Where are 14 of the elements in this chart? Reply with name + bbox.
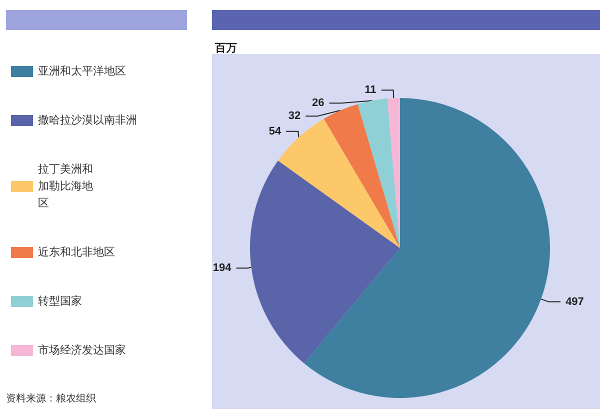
data-label: 11 (364, 84, 376, 96)
legend-label: 拉丁美洲和加勒比海地区 (38, 162, 93, 210)
legend-label: 亚洲和太平洋地区 (38, 64, 126, 78)
legend-label: 撒哈拉沙漠以南非洲 (38, 114, 137, 126)
data-label: 54 (268, 125, 282, 138)
data-label: 26 (312, 97, 324, 110)
legend-label: 近东和北非地区 (38, 246, 115, 258)
data-label: 497 (566, 296, 584, 308)
legend-label: 市场经济发达国家 (38, 344, 126, 356)
text: 资料来源：粮农组织 (6, 392, 96, 404)
legend-label: 转型国家 (38, 294, 82, 308)
data-label: 194 (212, 262, 232, 274)
data-label: 32 (288, 110, 301, 122)
chart-subtitle: 百万 (214, 42, 237, 54)
